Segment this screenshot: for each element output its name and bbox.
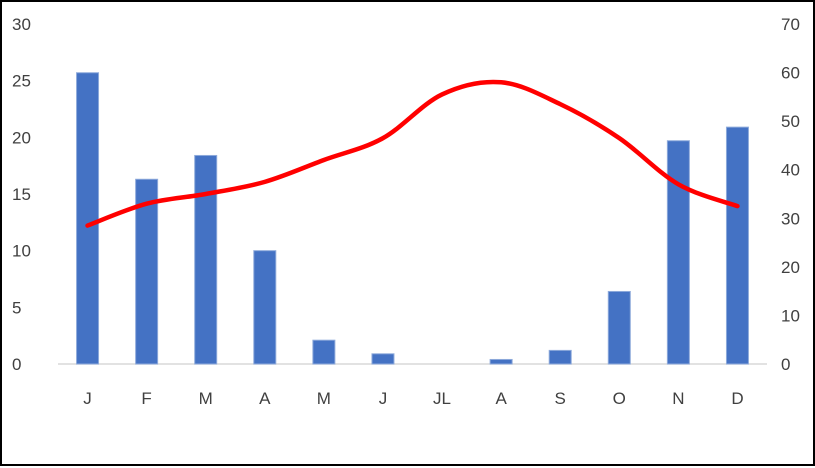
bar (371, 353, 395, 365)
bar (725, 126, 749, 365)
right-tick-label: 20 (781, 258, 800, 277)
category-label: M (317, 389, 331, 408)
left-tick-label: 0 (12, 355, 21, 374)
left-tick-label: 30 (12, 15, 31, 34)
left-axis-ticks: 0 5 10 15 20 25 30 (12, 15, 31, 374)
category-label: N (672, 389, 684, 408)
category-label: M (199, 389, 213, 408)
bar (548, 349, 572, 365)
right-tick-label: 0 (781, 355, 790, 374)
line-path (85, 79, 740, 228)
left-tick-label: 15 (12, 185, 31, 204)
bar (489, 358, 513, 365)
category-label: A (495, 389, 507, 408)
right-axis-ticks: 0 10 20 30 40 50 60 70 (781, 15, 800, 374)
category-label: D (731, 389, 743, 408)
category-label: O (613, 389, 626, 408)
category-label: F (141, 389, 151, 408)
line-series (85, 79, 740, 228)
left-tick-label: 25 (12, 72, 31, 91)
right-tick-label: 30 (781, 209, 800, 228)
category-label: S (555, 389, 566, 408)
bar (76, 72, 100, 365)
bar (607, 290, 631, 365)
category-labels: J F M A M J JL A S O N D (83, 389, 743, 408)
left-tick-label: 10 (12, 242, 31, 261)
right-tick-label: 50 (781, 112, 800, 131)
category-label: A (259, 389, 271, 408)
right-tick-label: 40 (781, 161, 800, 180)
bar (135, 178, 159, 365)
category-label: J (83, 389, 92, 408)
right-tick-label: 10 (781, 306, 800, 325)
right-tick-label: 70 (781, 15, 800, 34)
category-label: JL (433, 389, 451, 408)
right-tick-label: 60 (781, 64, 800, 83)
bar (666, 140, 690, 365)
category-label: J (379, 389, 388, 408)
bar (194, 154, 218, 365)
bar (312, 339, 336, 365)
bar-series (76, 72, 749, 365)
bar (253, 250, 277, 365)
left-tick-label: 20 (12, 128, 31, 147)
left-tick-label: 5 (12, 298, 21, 317)
